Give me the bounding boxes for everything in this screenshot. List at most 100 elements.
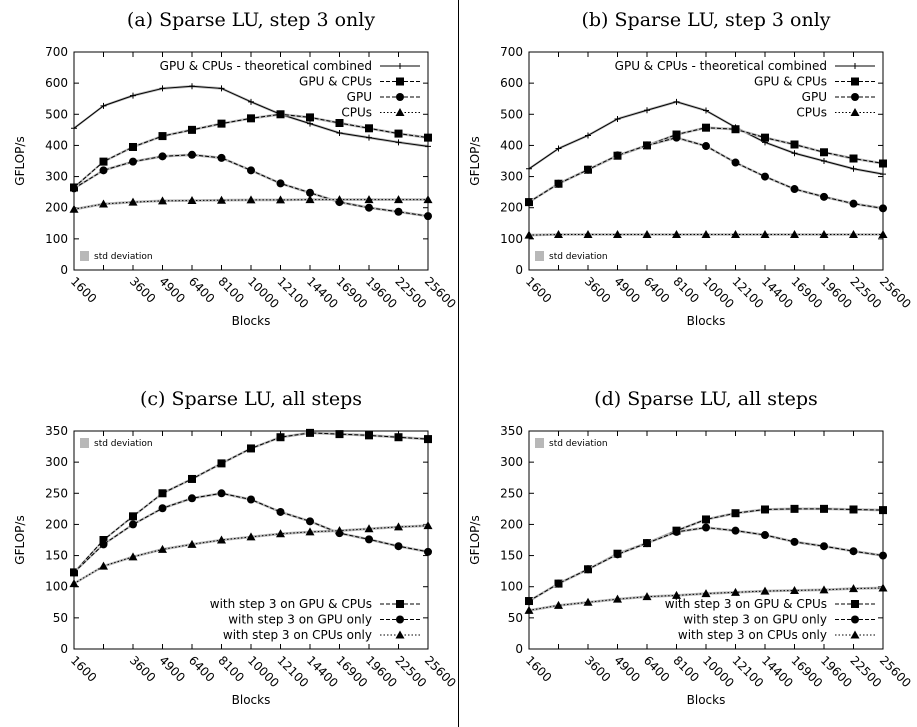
x-tick-label: 12100 <box>729 274 766 311</box>
data-point-series-1 <box>790 537 799 546</box>
data-point-series-0 <box>555 145 562 152</box>
legend-marker <box>397 63 403 69</box>
legend-marker <box>852 63 858 69</box>
legend-marker <box>851 600 859 608</box>
data-point-series-0 <box>217 459 226 468</box>
std-deviation-swatch <box>80 251 89 261</box>
y-axis-label: GFLOP/s <box>13 515 27 564</box>
y-tick-label: 250 <box>45 486 68 500</box>
y-tick-label: 300 <box>500 455 523 469</box>
x-tick-label: 1600 <box>68 653 99 684</box>
legend-label: CPUs <box>341 106 372 120</box>
legend-marker <box>396 77 404 86</box>
x-tick-label: 6400 <box>186 274 217 305</box>
x-tick-label: 4900 <box>611 274 642 305</box>
x-tick-label: 6400 <box>641 653 672 684</box>
data-point-series-2 <box>584 165 592 174</box>
data-point-series-1 <box>188 125 196 134</box>
data-point-series-2 <box>394 522 403 531</box>
x-tick-label: 3600 <box>582 274 613 305</box>
data-point-series-2 <box>217 535 226 544</box>
x-tick-label: 4900 <box>156 653 187 684</box>
legend-label: GPU & CPUs - theoretical combined <box>160 59 372 73</box>
y-tick-label: 700 <box>45 45 68 59</box>
y-tick-label: 400 <box>500 138 523 152</box>
data-point-series-1 <box>306 517 314 526</box>
legend-label: with step 3 on CPUs only <box>678 628 827 642</box>
data-point-series-0 <box>158 489 167 498</box>
std-deviation-swatch <box>535 438 544 448</box>
data-point-series-1 <box>188 494 196 503</box>
legend-marker <box>851 77 859 86</box>
data-point-series-3 <box>246 195 256 204</box>
x-tick-label: 1600 <box>523 653 554 684</box>
legend-marker <box>396 93 404 101</box>
data-point-series-1 <box>731 125 740 134</box>
legend-label: with step 3 on GPU & CPUs <box>665 597 827 611</box>
y-tick-label: 200 <box>45 201 68 215</box>
data-point-series-1 <box>335 119 344 128</box>
data-point-series-3 <box>672 229 681 238</box>
x-tick-label: 6400 <box>186 653 217 684</box>
data-point-series-2 <box>761 172 769 181</box>
data-point-series-0 <box>673 98 680 105</box>
y-tick-label: 200 <box>500 201 523 215</box>
data-point-series-3 <box>305 195 315 204</box>
data-point-series-0 <box>366 134 372 141</box>
data-point-series-2 <box>820 192 828 201</box>
data-point-series-1 <box>247 495 255 504</box>
data-point-series-2 <box>365 203 373 212</box>
data-point-series-3 <box>790 229 799 238</box>
chart-title: (d) Sparse LU, all steps <box>594 388 818 410</box>
legend-label: GPU <box>347 90 372 104</box>
data-point-series-0 <box>247 444 255 453</box>
data-point-series-2 <box>731 158 740 167</box>
data-point-series-3 <box>394 195 403 204</box>
data-point-series-2 <box>790 185 799 194</box>
x-tick-label: 8100 <box>215 653 246 684</box>
data-point-series-1 <box>276 507 285 516</box>
y-tick-label: 50 <box>508 611 523 625</box>
data-point-series-1 <box>525 597 533 606</box>
data-point-series-2 <box>99 561 108 570</box>
data-point-series-1 <box>702 123 710 132</box>
x-tick-label: 16900 <box>333 653 370 690</box>
y-tick-label: 100 <box>45 580 68 594</box>
x-tick-label: 14400 <box>759 274 796 311</box>
y-axis-label: GFLOP/s <box>13 136 27 185</box>
chart-title: (c) Sparse LU, all steps <box>140 388 362 410</box>
data-point-series-2 <box>613 594 622 603</box>
data-point-series-2 <box>879 204 887 213</box>
legend-label: with step 3 on CPUs only <box>223 628 372 642</box>
data-point-series-3 <box>583 229 593 238</box>
data-point-series-2 <box>69 579 79 588</box>
std-deviation-swatch <box>80 438 89 448</box>
data-point-series-1 <box>99 540 108 549</box>
data-point-series-0 <box>248 98 254 105</box>
data-point-series-2 <box>672 133 681 142</box>
chart-panel-3: (d) Sparse LU, all steps 0 50 100 150 200 250 3… <box>468 388 914 707</box>
y-tick-label: 250 <box>500 486 523 500</box>
data-point-series-3 <box>69 204 79 213</box>
y-tick-label: 150 <box>500 549 523 563</box>
data-point-series-1 <box>584 565 592 574</box>
data-point-series-3 <box>731 229 740 238</box>
legend-marker <box>851 615 859 624</box>
data-point-series-1 <box>99 157 108 166</box>
data-point-series-1 <box>424 133 432 142</box>
legend-marker <box>850 630 860 639</box>
legend-label: with step 3 on GPU & CPUs <box>210 597 372 611</box>
x-tick-label: 25600 <box>877 274 914 311</box>
data-point-series-1 <box>790 140 799 149</box>
y-tick-label: 0 <box>515 642 523 656</box>
data-point-series-0 <box>99 536 108 544</box>
data-point-series-1 <box>761 133 769 142</box>
y-tick-label: 400 <box>45 138 68 152</box>
data-point-series-0 <box>879 506 887 515</box>
data-point-series-0 <box>218 85 225 92</box>
x-tick-label: 19600 <box>818 274 855 311</box>
data-point-series-0 <box>614 115 621 122</box>
y-tick-label: 300 <box>500 170 523 184</box>
data-point-series-2 <box>583 597 593 606</box>
std-deviation-label: std deviation <box>549 439 608 449</box>
